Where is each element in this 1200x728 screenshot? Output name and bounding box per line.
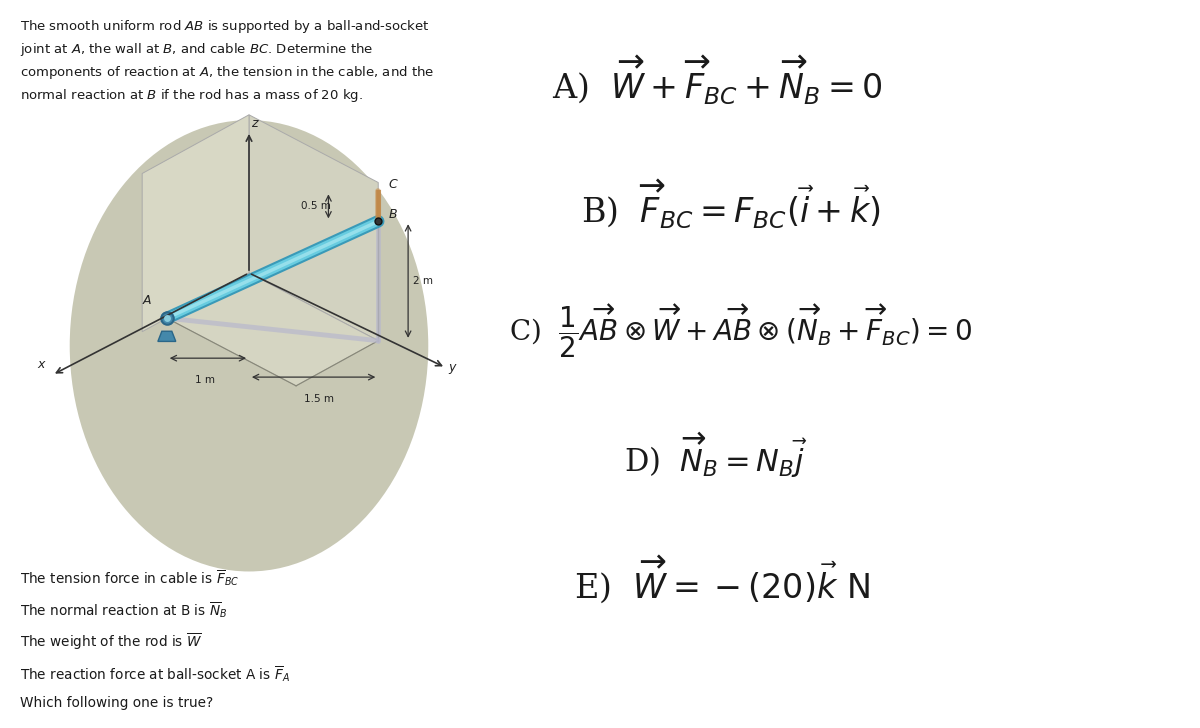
Text: Which following one is true?: Which following one is true? xyxy=(20,696,214,710)
Text: $y$: $y$ xyxy=(449,363,458,376)
Text: The smooth uniform rod $AB$ is supported by a ball-and-socket
joint at $A$, the : The smooth uniform rod $AB$ is supported… xyxy=(20,18,434,104)
Polygon shape xyxy=(142,115,250,332)
Text: A)  $\overrightarrow{W}+\overrightarrow{F}_{BC}+\overrightarrow{N}_{B}=0$: A) $\overrightarrow{W}+\overrightarrow{F… xyxy=(552,54,882,106)
Polygon shape xyxy=(167,273,378,386)
Text: B)  $\overrightarrow{F}_{BC}=F_{BC}(\vec{i}+\vec{k})$: B) $\overrightarrow{F}_{BC}=F_{BC}(\vec{… xyxy=(581,178,881,230)
Text: C)  $\dfrac{1}{2}\overrightarrow{AB}\otimes\overrightarrow{W}+\overrightarrow{AB: C) $\dfrac{1}{2}\overrightarrow{AB}\otim… xyxy=(509,303,972,360)
Text: 2 m: 2 m xyxy=(413,276,433,286)
Text: The tension force in cable is $\overline{F}_{BC}$: The tension force in cable is $\overline… xyxy=(20,568,239,587)
Text: $A$: $A$ xyxy=(142,293,152,306)
Text: 0.5 m: 0.5 m xyxy=(301,202,331,211)
Text: $x$: $x$ xyxy=(37,357,47,371)
Text: The weight of the rod is $\overline{W}$: The weight of the rod is $\overline{W}$ xyxy=(20,632,202,652)
Polygon shape xyxy=(250,115,378,341)
Text: D)  $\overrightarrow{N}_{B}=N_{B}\vec{j}$: D) $\overrightarrow{N}_{B}=N_{B}\vec{j}$ xyxy=(624,430,808,480)
Text: $B$: $B$ xyxy=(388,207,398,221)
Polygon shape xyxy=(158,331,175,341)
Text: The normal reaction at B is $\overline{N}_{B}$: The normal reaction at B is $\overline{N… xyxy=(20,600,227,620)
Text: E)  $\overrightarrow{W}=-(20)\vec{k}\ \mathrm{N}$: E) $\overrightarrow{W}=-(20)\vec{k}\ \ma… xyxy=(574,553,870,605)
Text: The reaction force at ball-socket A is $\overline{F}_{A}$: The reaction force at ball-socket A is $… xyxy=(20,664,290,684)
Ellipse shape xyxy=(70,120,428,571)
Text: 1.5 m: 1.5 m xyxy=(304,394,334,404)
Text: 1 m: 1 m xyxy=(196,375,216,385)
Text: $z$: $z$ xyxy=(252,117,260,130)
Text: $C$: $C$ xyxy=(388,178,398,191)
